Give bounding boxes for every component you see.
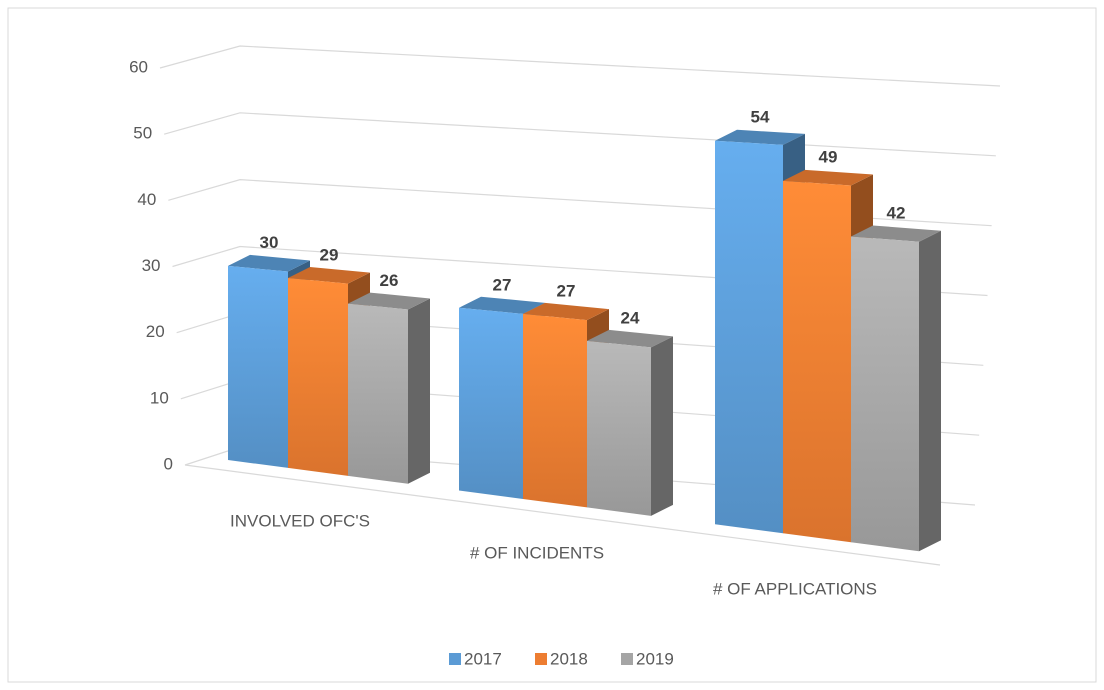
x-tick-label: # OF INCIDENTS (470, 543, 604, 562)
bar-top (523, 302, 609, 321)
bar (587, 340, 651, 516)
value-label: 29 (320, 245, 339, 264)
y-tick-label: 20 (146, 322, 165, 341)
bar (783, 180, 851, 543)
bar (288, 278, 348, 476)
value-label: 27 (557, 281, 576, 300)
bar-top (459, 296, 545, 314)
value-label: 49 (819, 148, 838, 167)
y-tick-label: 40 (137, 190, 156, 209)
bar-top (715, 129, 805, 145)
legend-label: 2018 (550, 649, 588, 668)
bar (851, 236, 919, 552)
value-label: 26 (380, 271, 399, 290)
legend-swatch (449, 653, 461, 665)
bar-side (651, 336, 673, 516)
grid-line (159, 45, 1001, 87)
bar-side (919, 230, 941, 552)
bar-top (783, 169, 873, 186)
bar-top (851, 225, 941, 242)
bar-top (587, 329, 673, 348)
y-tick-label: 50 (133, 124, 152, 143)
legend-label: 2017 (464, 649, 502, 668)
x-tick-label: INVOLVED OFC'S (230, 511, 370, 530)
y-tick-label: 10 (150, 388, 169, 407)
bar-side (408, 298, 430, 484)
floor-edge (184, 464, 941, 566)
value-label: 24 (621, 309, 640, 328)
legend-swatch (535, 653, 547, 665)
value-label: 27 (493, 275, 512, 294)
y-tick-label: 0 (164, 454, 173, 473)
value-label: 42 (887, 204, 906, 223)
bar (715, 140, 783, 534)
bar (459, 307, 523, 499)
bar (228, 265, 288, 468)
value-label: 30 (260, 233, 279, 252)
y-tick-label: 30 (142, 256, 161, 275)
bar-top (288, 267, 370, 284)
y-tick-label: 60 (129, 57, 148, 76)
bar-top (228, 254, 310, 272)
x-tick-label: # OF APPLICATIONS (713, 579, 877, 598)
bar-top (348, 292, 430, 310)
bar (348, 303, 408, 484)
value-label: 54 (751, 107, 770, 126)
legend-swatch (621, 653, 633, 665)
legend-label: 2019 (636, 649, 674, 668)
bar (523, 313, 587, 508)
